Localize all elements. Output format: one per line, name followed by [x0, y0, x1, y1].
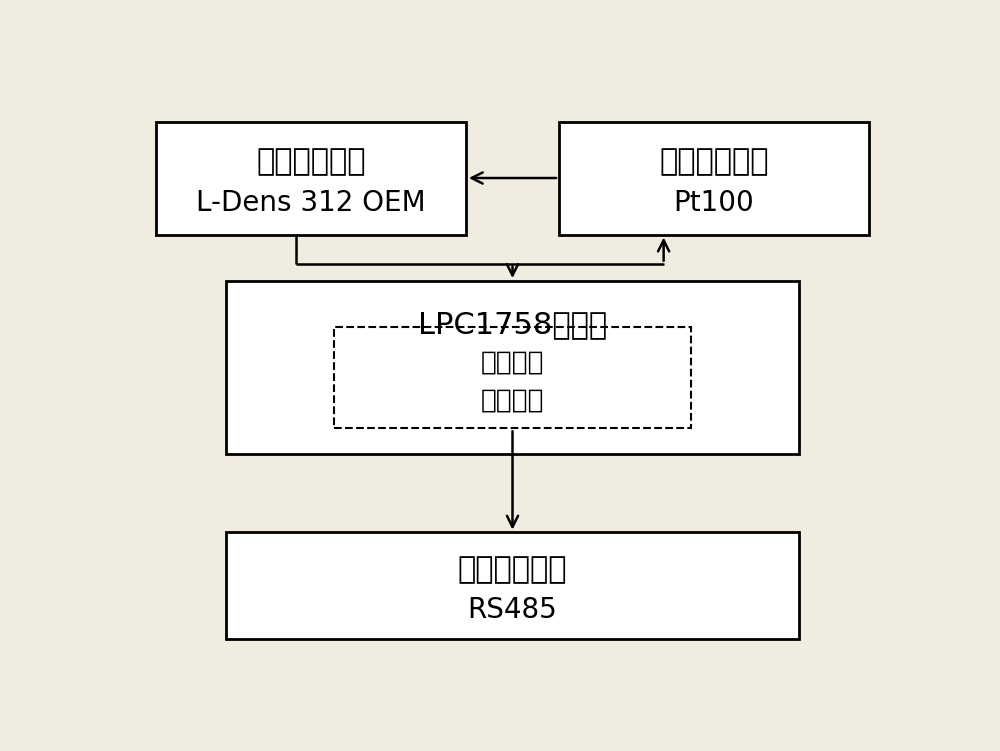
Bar [156, 122, 466, 234]
Text: 密度检测模块: 密度检测模块 [256, 147, 366, 176]
Text: Pt100: Pt100 [674, 189, 754, 217]
Text: RS485: RS485 [468, 596, 557, 623]
Bar [226, 281, 799, 454]
Text: L-Dens 312 OEM: L-Dens 312 OEM [196, 189, 426, 217]
Bar [226, 532, 799, 640]
Text: LPC1758主控板: LPC1758主控板 [418, 310, 607, 339]
Text: 温度检测模块: 温度检测模块 [659, 147, 769, 176]
Text: 温度补偿: 温度补偿 [481, 387, 544, 413]
Text: 数据解算: 数据解算 [481, 350, 544, 376]
Bar [559, 122, 869, 234]
Text: 数据通信接口: 数据通信接口 [458, 556, 567, 584]
Bar [334, 327, 691, 428]
